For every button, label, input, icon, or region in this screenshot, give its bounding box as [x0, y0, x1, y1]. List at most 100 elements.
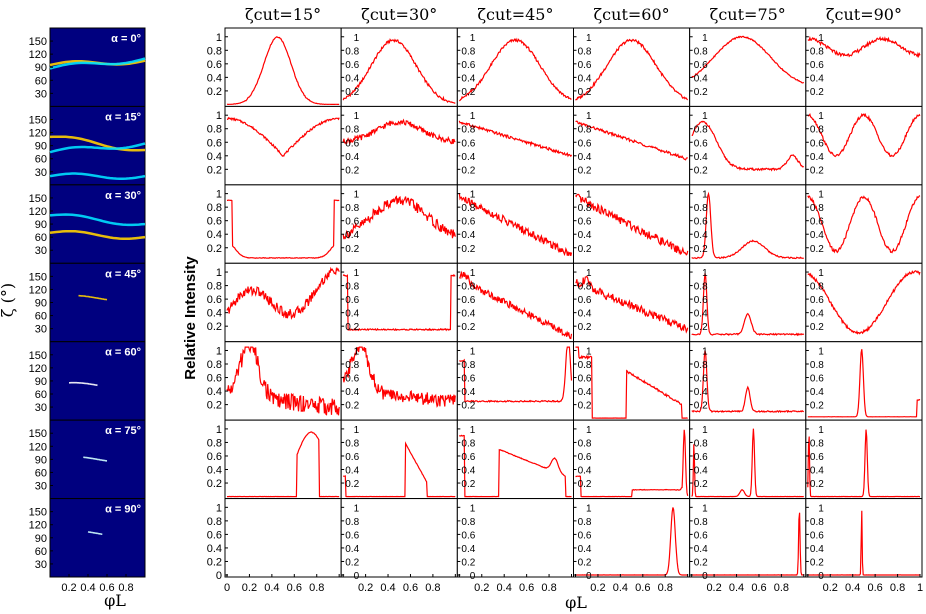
ytick-label: 0.2 — [810, 87, 824, 98]
ytick-label: 0.2 — [461, 165, 475, 176]
ytick-label: 0.4 — [694, 309, 708, 320]
ytick-label: 0.4 — [810, 387, 824, 398]
heatmap-xtick-label: 0.8 — [118, 582, 133, 594]
ytick-label: 0.2 — [461, 479, 475, 490]
intensity-line — [691, 35, 805, 84]
intensity-line — [691, 428, 804, 498]
y-axis-label-zeta: ζ (°) — [0, 283, 17, 317]
alpha-label: α = 30° — [105, 190, 141, 202]
ytick-label: 0.2 — [578, 165, 592, 176]
ytick-label: 0.4 — [345, 73, 359, 84]
ytick-label: 0.6 — [345, 295, 359, 306]
ytick-label: 0.2 — [461, 87, 475, 98]
ytick-label: 0.2 — [578, 244, 592, 255]
ytick-label: 0.8 — [694, 517, 708, 528]
ytick-label: 0 — [354, 571, 360, 582]
ytick-label: 0.4 — [578, 387, 592, 398]
ytick-label: 1 — [818, 111, 824, 122]
ytick-label: 0.6 — [578, 530, 592, 541]
panel-frame — [224, 262, 342, 343]
ytick-label: 0.6 — [694, 138, 708, 149]
heatmap-ytick-label: 150 — [29, 115, 47, 127]
ytick-label: 0.6 — [694, 217, 708, 228]
column-title: ζcut=60° — [594, 5, 670, 24]
ytick-label: 0.2 — [207, 86, 222, 98]
line-panel: 0.20.40.60.81 — [689, 184, 807, 264]
ytick-label: 0.8 — [578, 203, 592, 214]
ytick-label: 0.4 — [810, 309, 824, 320]
ytick-label: 0.8 — [207, 281, 222, 293]
heatmap-ytick-label: 90 — [35, 219, 47, 231]
intensity-line — [807, 270, 921, 335]
line-panel: 0.20.40.60.81 — [340, 262, 458, 343]
ytick-label: 0 — [216, 570, 222, 582]
ytick-label: 0.2 — [345, 401, 359, 412]
heatmap-feature — [69, 381, 98, 387]
ytick-label: 1 — [354, 111, 360, 122]
ytick-label: 0.4 — [207, 308, 222, 320]
ytick-label: 1 — [470, 190, 476, 201]
xtick-label: 0.4 — [613, 582, 628, 594]
intensity-line — [227, 199, 340, 259]
line-panel: 00.20.40.60.810 0.2 0.4 0.6 0.8 — [207, 498, 342, 594]
intensity-line — [807, 510, 921, 576]
panel-frame — [340, 419, 458, 500]
line-panel: 0.20.40.60.81 — [573, 105, 691, 186]
heatmap-ytick-label: 60 — [35, 232, 47, 244]
ytick-label: 0 — [586, 571, 592, 582]
line-panel: 0.20.40.60.81 — [340, 27, 458, 107]
panel-frame — [224, 27, 342, 107]
heatmap-xtick-label: 0.4 — [80, 582, 95, 594]
heatmap-ytick-label: 30 — [35, 167, 47, 179]
line-panel: 0.20.40.60.81 — [456, 184, 575, 264]
alpha-label: α = 0° — [111, 33, 141, 45]
intensity-line — [458, 37, 572, 102]
intensity-line — [691, 120, 805, 172]
heatmap-ytick-label: 30 — [35, 88, 47, 100]
ytick-label: 0.6 — [810, 138, 824, 149]
ytick-label: 0.4 — [694, 466, 708, 477]
panel-frame — [573, 341, 691, 421]
ytick-label: 0.4 — [207, 465, 222, 477]
ytick-label: 0.6 — [207, 216, 222, 228]
line-panel: 0.20.40.60.81 — [805, 419, 923, 500]
ytick-label: 0.6 — [345, 138, 359, 149]
ytick-label: 0.2 — [694, 401, 708, 412]
line-panel: 00.20.40.60.810.2 0.4 0.6 0.8 1 — [805, 498, 923, 594]
heatmap-ytick-label: 60 — [35, 311, 47, 323]
ytick-label: 0.4 — [207, 543, 222, 555]
xtick-label: 0.4 — [380, 582, 395, 594]
xtick-label: 0 — [224, 582, 230, 594]
ytick-label: 0.8 — [345, 438, 359, 449]
intensity-line — [227, 431, 340, 498]
intensity-line — [807, 429, 920, 498]
ytick-label: 1 — [586, 425, 592, 436]
ytick-label: 0.4 — [345, 544, 359, 555]
column-title: ζcut=30° — [361, 5, 437, 24]
intensity-line — [458, 434, 572, 498]
ytick-label: 0.8 — [461, 125, 475, 136]
ytick-label: 1 — [216, 32, 222, 44]
heatmap-ytick-label: 30 — [35, 245, 47, 257]
ytick-label: 0.4 — [345, 152, 359, 163]
ytick-label: 0.4 — [461, 309, 475, 320]
panel-frame — [805, 262, 923, 343]
panel-frame — [689, 105, 807, 186]
line-plot-grid: 0.20.40.60.810.20.40.60.810.20.40.60.810… — [207, 5, 923, 594]
intensity-line — [575, 193, 689, 256]
heatmap-ytick-label: 150 — [29, 507, 47, 519]
line-panel: 0.20.40.60.81 — [207, 419, 342, 500]
panel-frame — [689, 27, 807, 107]
heatmap-feature — [49, 142, 146, 154]
ytick-label: 0.8 — [694, 125, 708, 136]
heatmap-feature — [49, 172, 146, 180]
line-panel: 0.20.40.60.81 — [456, 105, 575, 186]
ytick-label: 0.8 — [461, 203, 475, 214]
ytick-label: 0.2 — [810, 401, 824, 412]
panel-frame — [805, 184, 923, 264]
heatmap-ytick-label: 120 — [29, 49, 47, 61]
ytick-label: 1 — [702, 111, 708, 122]
